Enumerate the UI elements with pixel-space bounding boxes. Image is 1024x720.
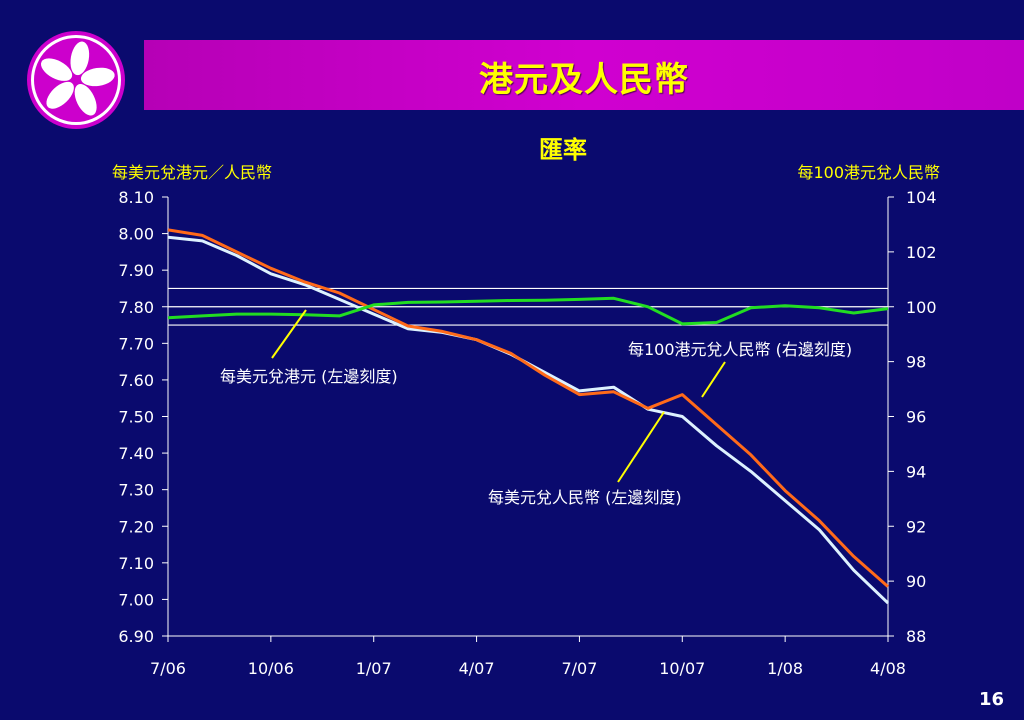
y-left-tick-label: 7.30	[118, 481, 154, 500]
y-right-axis-label: 每100港元兌人民幣	[797, 163, 940, 182]
annotation-leader-hkd-cny	[701, 361, 726, 398]
x-tick-label: 1/08	[767, 659, 803, 678]
y-left-axis-label: 每美元兌港元／人民幣	[112, 163, 272, 182]
y-right-tick-label: 100	[906, 298, 937, 317]
series-line-usd_hkd	[167, 296, 889, 326]
y-left-tick-label: 7.10	[118, 554, 154, 573]
y-right-tick-label: 92	[906, 517, 926, 536]
y-right-tick-label: 98	[906, 353, 926, 372]
y-left-tick-label: 7.50	[118, 408, 154, 427]
annotation-usd-cny: 每美元兌人民幣 (左邊刻度)	[488, 488, 682, 507]
y-left-tick-label: 6.90	[118, 627, 154, 646]
x-tick-label: 1/07	[356, 659, 392, 678]
y-left-tick-label: 8.00	[118, 225, 154, 244]
x-tick-label: 7/06	[150, 659, 186, 678]
annotation-leader-usd-cny	[617, 411, 665, 483]
series-line-usd_cny	[167, 235, 890, 605]
chart-title: 匯率	[539, 136, 587, 164]
series-line-hkd_cny	[167, 228, 889, 588]
y-right-tick-label: 88	[906, 627, 926, 646]
page-number: 16	[978, 689, 1004, 710]
y-left-tick-label: 7.40	[118, 444, 154, 463]
x-tick-label: 4/07	[459, 659, 495, 678]
y-right-tick-label: 94	[906, 462, 926, 481]
y-left-tick-label: 7.60	[118, 371, 154, 390]
annotation-hkd-cny: 每100港元兌人民幣 (右邊刻度)	[628, 340, 852, 359]
y-right-tick-label: 104	[906, 188, 937, 207]
y-right-tick-label: 96	[906, 408, 926, 427]
x-tick-label: 10/06	[248, 659, 294, 678]
y-left-tick-label: 7.00	[118, 590, 154, 609]
y-right-tick-label: 102	[906, 243, 937, 262]
annotation-usd-hkd: 每美元兌港元 (左邊刻度)	[220, 367, 398, 386]
slide-title: 港元及人民幣	[479, 60, 689, 100]
bauhinia-logo-icon	[27, 31, 125, 129]
y-left-tick-label: 7.20	[118, 517, 154, 536]
y-left-tick-label: 8.10	[118, 188, 154, 207]
y-left-tick-label: 7.80	[118, 298, 154, 317]
x-tick-label: 10/07	[659, 659, 705, 678]
y-left-tick-label: 7.90	[118, 261, 154, 280]
y-left-tick-label: 7.70	[118, 334, 154, 353]
x-tick-label: 7/07	[561, 659, 597, 678]
annotation-leader-usd-hkd	[271, 309, 307, 359]
y-right-tick-label: 90	[906, 572, 926, 591]
x-tick-label: 4/08	[870, 659, 906, 678]
title-bar: 港元及人民幣	[144, 40, 1024, 110]
